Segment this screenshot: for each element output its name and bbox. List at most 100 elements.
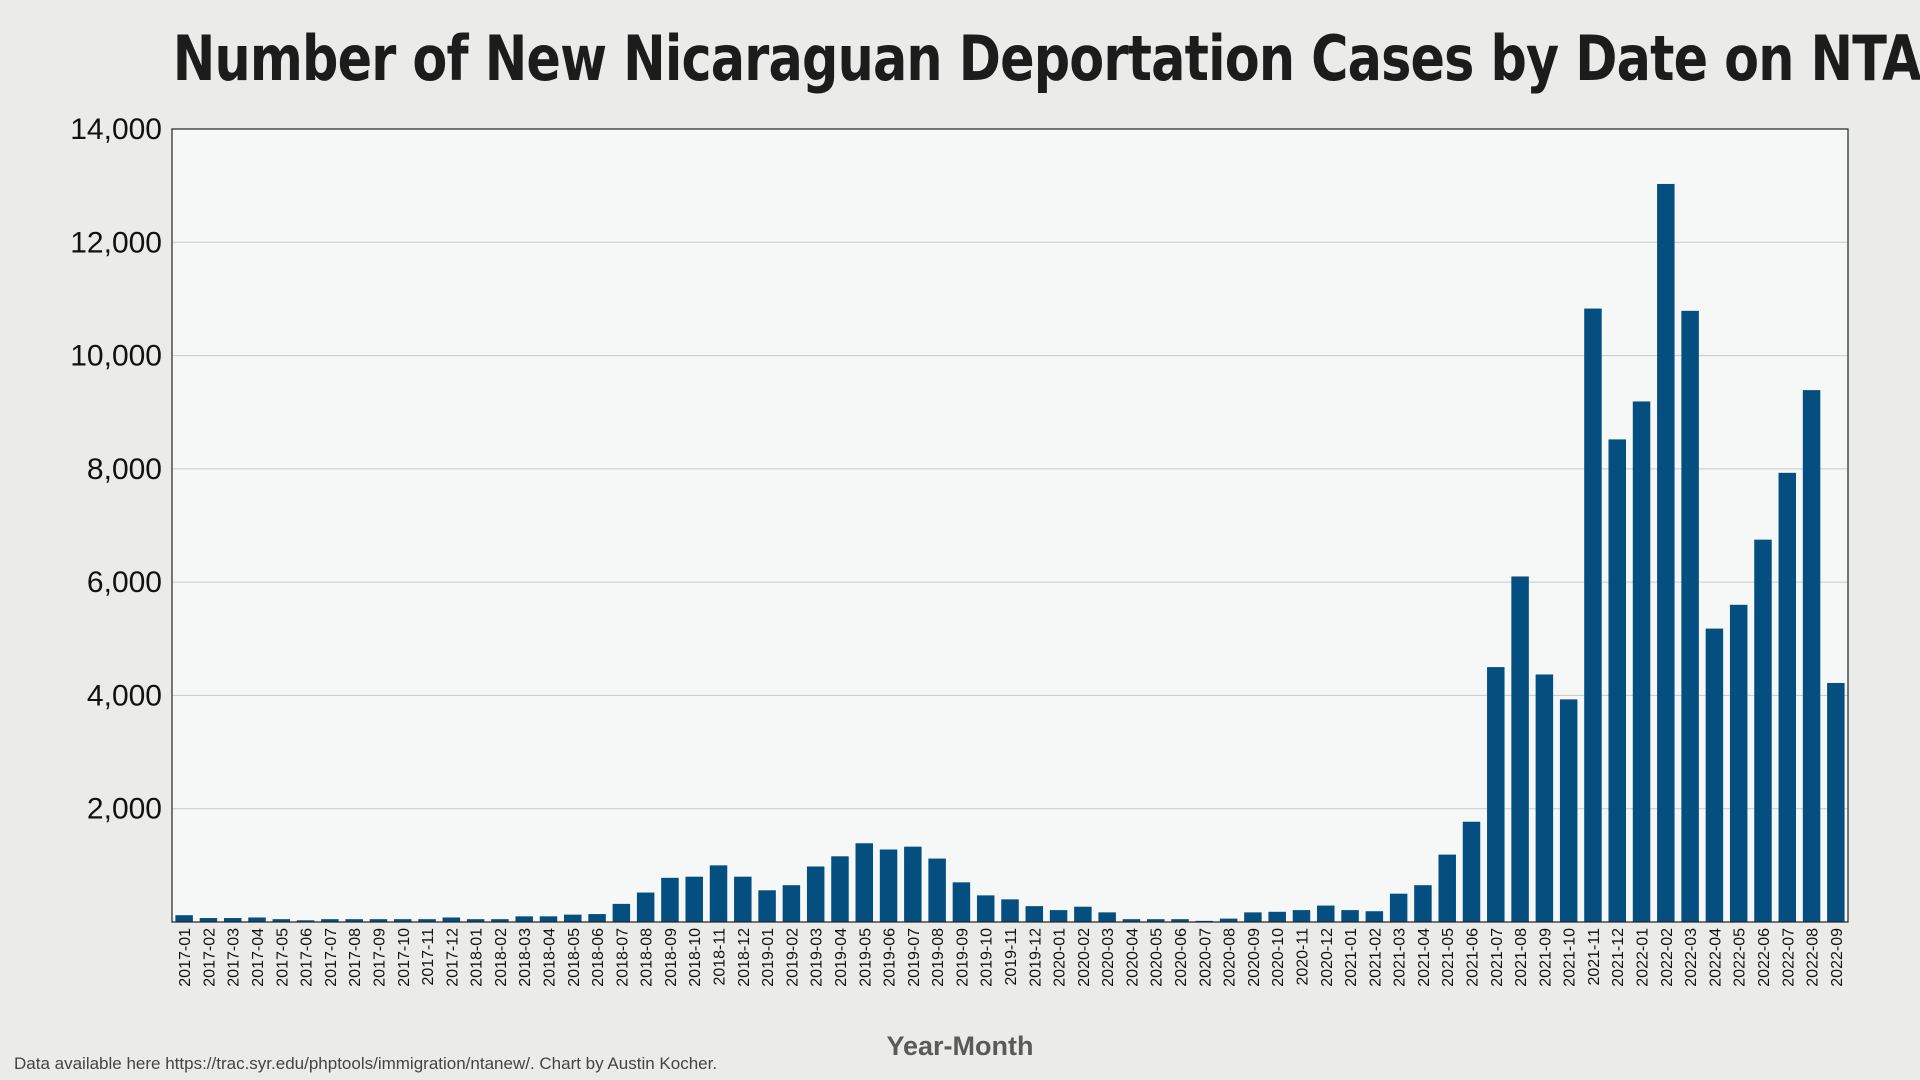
bar	[1341, 910, 1359, 922]
x-tick-label: 2021-04	[1416, 928, 1433, 987]
bar	[1025, 906, 1044, 922]
x-tick-label: 2018-06	[590, 928, 607, 987]
bar	[1317, 905, 1335, 922]
x-tick-label: 2021-01	[1343, 928, 1360, 987]
y-tick-label: 2,000	[87, 793, 162, 826]
bar	[855, 843, 874, 922]
bar	[1681, 310, 1699, 922]
bar	[369, 919, 388, 922]
bar	[1754, 539, 1772, 922]
chart-title: Number of New Nicaraguan Deportation Cas…	[172, 22, 1920, 95]
x-tick-label: 2017-11	[420, 928, 437, 986]
bar	[1559, 699, 1578, 922]
x-axis-ticks: 2017-01 2017-02 2017-03 2017-04 2017-05 2017-…	[177, 928, 1846, 987]
source-note: Data available here https://trac.syr.edu…	[14, 1054, 718, 1073]
bar	[952, 882, 971, 922]
bar	[1584, 308, 1602, 922]
x-tick-label: 2020-07	[1197, 928, 1214, 987]
x-tick-label: 2017-07	[323, 928, 340, 987]
x-tick-label: 2020-10	[1270, 928, 1287, 987]
x-tick-label: 2019-05	[857, 928, 874, 987]
x-tick-label: 2021-12	[1610, 928, 1627, 987]
y-tick-label: 8,000	[87, 453, 162, 486]
x-tick-label: 2022-02	[1659, 928, 1676, 987]
bar	[758, 890, 776, 922]
bar	[1608, 439, 1626, 922]
x-tick-label: 2019-07	[906, 928, 923, 987]
x-tick-label: 2020-04	[1124, 928, 1141, 987]
x-tick-label: 2018-12	[736, 928, 753, 987]
bar	[418, 919, 436, 922]
x-tick-label: 2020-08	[1222, 928, 1239, 987]
x-tick-label: 2019-01	[760, 928, 777, 987]
bar	[1171, 919, 1189, 922]
bar	[223, 918, 242, 922]
x-tick-label: 2018-07	[614, 928, 631, 987]
x-tick-label: 2021-03	[1392, 928, 1409, 987]
bar	[199, 918, 218, 922]
bar	[564, 914, 582, 922]
bar	[831, 856, 849, 922]
bar	[1462, 821, 1481, 922]
x-tick-label: 2017-03	[226, 928, 243, 987]
bar	[1438, 854, 1456, 922]
x-tick-label: 2019-03	[809, 928, 826, 987]
bar	[296, 920, 315, 922]
bar	[661, 877, 679, 922]
bar	[1292, 910, 1311, 922]
x-tick-label: 2021-05	[1440, 928, 1457, 987]
x-tick-label: 2020-12	[1319, 928, 1336, 987]
x-tick-label: 2020-06	[1173, 928, 1190, 987]
bar	[1414, 885, 1432, 922]
x-tick-label: 2017-06	[299, 928, 316, 987]
x-tick-label: 2021-02	[1367, 928, 1384, 987]
bar	[1632, 401, 1651, 922]
x-tick-label: 2018-05	[566, 928, 583, 987]
bar	[1122, 919, 1141, 922]
bar	[976, 895, 995, 922]
bar	[806, 866, 825, 922]
bar	[1219, 918, 1238, 922]
x-tick-label: 2021-07	[1489, 928, 1506, 987]
x-tick-label: 2022-04	[1707, 928, 1724, 987]
x-tick-label: 2017-08	[347, 928, 364, 987]
x-tick-label: 2017-10	[396, 928, 413, 987]
x-axis-label: Year-Month	[886, 1031, 1033, 1061]
x-tick-label: 2019-08	[930, 928, 947, 987]
bar	[1657, 183, 1675, 922]
bar	[928, 858, 946, 922]
bar	[782, 885, 801, 922]
x-tick-label: 2022-07	[1780, 928, 1797, 987]
x-tick-label: 2017-09	[371, 928, 388, 987]
bar	[1778, 472, 1797, 922]
x-tick-label: 2021-10	[1562, 928, 1579, 987]
x-tick-label: 2018-03	[517, 928, 534, 987]
x-tick-label: 2022-03	[1683, 928, 1700, 987]
y-axis-ticks: 2,000 4,000 6,000 8,000 10,000 12,000 14,000	[70, 113, 162, 826]
y-tick-label: 4,000	[87, 679, 162, 712]
bar	[1802, 390, 1821, 923]
x-tick-label: 2017-12	[444, 928, 461, 987]
bar	[345, 919, 363, 922]
x-tick-label: 2022-06	[1756, 928, 1773, 987]
x-tick-label: 2019-12	[1027, 928, 1044, 987]
bar	[1535, 674, 1554, 922]
bar	[636, 892, 655, 922]
x-tick-label: 2019-06	[882, 928, 899, 987]
bar	[588, 914, 606, 922]
y-tick-label: 6,000	[87, 566, 162, 599]
bar	[272, 919, 291, 922]
bar	[1244, 912, 1262, 922]
x-tick-label: 2019-10	[979, 928, 996, 987]
bar	[1729, 604, 1748, 922]
x-tick-label: 2020-02	[1076, 928, 1093, 987]
x-tick-label: 2019-02	[784, 928, 801, 987]
bar	[904, 846, 922, 922]
x-tick-label: 2020-09	[1246, 928, 1263, 987]
x-tick-label: 2018-08	[639, 928, 656, 987]
plot-frame	[171, 128, 1849, 923]
x-tick-label: 2017-01	[177, 928, 194, 987]
bar	[1511, 576, 1529, 922]
x-tick-label: 2022-01	[1635, 928, 1652, 987]
